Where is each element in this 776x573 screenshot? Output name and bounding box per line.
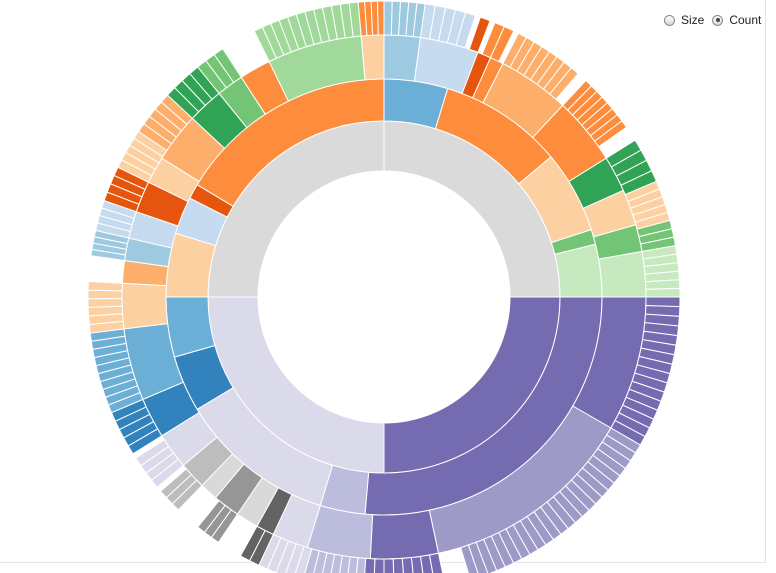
sunburst-arc-l3-s18-3[interactable] bbox=[135, 439, 170, 467]
sunburst-arc-l3-s16-2[interactable] bbox=[197, 499, 226, 534]
sunburst-arc-l2-s9[interactable] bbox=[598, 250, 647, 298]
sunburst-arc-l3-s17-2[interactable] bbox=[159, 468, 193, 499]
sunburst-arc-l3-s2[interactable] bbox=[468, 16, 491, 54]
sunburst-arc-l3-s3-1[interactable] bbox=[489, 25, 515, 63]
sunburst-arc-l3-s5-7[interactable] bbox=[593, 120, 628, 148]
sunburst-arcs bbox=[87, 0, 681, 573]
sunburst-arc-l2-s23[interactable] bbox=[121, 282, 169, 330]
sunburst-arc-l3-s9-5[interactable] bbox=[645, 287, 681, 298]
sunburst-arc-l3-s30-3[interactable] bbox=[377, 0, 385, 36]
sunburst-arc-l3-s21-4[interactable] bbox=[87, 289, 123, 300]
sunburst-arc-l3-s12-5[interactable] bbox=[383, 558, 395, 573]
sunburst-arc-l3-s10-0[interactable] bbox=[645, 296, 681, 308]
count-option-label: Count bbox=[729, 13, 762, 27]
value-mode-switch: Size Count bbox=[664, 13, 761, 27]
sunburst-arc-l3-s28-2[interactable] bbox=[213, 48, 242, 84]
sunburst-arc-l3-s15-1[interactable] bbox=[239, 525, 266, 562]
sunburst-arc-l3-s1-4[interactable] bbox=[455, 11, 477, 49]
size-radio[interactable] bbox=[664, 14, 675, 26]
sunburst-arc-l3-s9-4[interactable] bbox=[645, 279, 681, 290]
sunburst-arc-l2-s34[interactable] bbox=[360, 34, 385, 81]
sunburst-arc-l3-s11-23[interactable] bbox=[459, 544, 480, 573]
count-option[interactable]: Count bbox=[712, 13, 761, 27]
sunburst-arc-l1-s9[interactable] bbox=[165, 296, 216, 358]
size-option[interactable]: Size bbox=[664, 13, 704, 27]
sunburst-arc-l3-s21-3[interactable] bbox=[87, 298, 123, 308]
sunburst-arc-l2-s12[interactable] bbox=[369, 509, 440, 560]
sunburst-arc-l3-s4-7[interactable] bbox=[549, 67, 579, 100]
count-radio[interactable] bbox=[712, 14, 724, 26]
size-option-label: Size bbox=[681, 13, 705, 27]
sunburst-arc-l1-s4[interactable] bbox=[554, 243, 603, 298]
sunburst-arc-l3-s12-4[interactable] bbox=[392, 557, 405, 573]
sunburst-arc-l3-s21-5[interactable] bbox=[87, 280, 123, 292]
